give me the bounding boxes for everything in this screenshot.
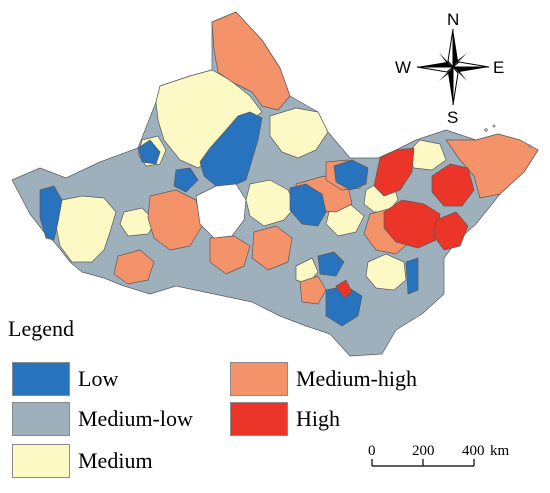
no-data-area <box>195 183 247 239</box>
scale-tick-200: 200 <box>412 443 435 459</box>
legend-swatch-medium <box>12 444 70 478</box>
medium-region-5 <box>245 179 297 227</box>
legend-label-medium-low: Medium-low <box>78 406 193 431</box>
low-region-4 <box>137 139 161 165</box>
scale-unit: km <box>490 443 510 459</box>
legend-item-high: High <box>230 402 340 436</box>
legend-swatch-high <box>230 402 288 436</box>
compass-east-label: E <box>493 58 504 77</box>
low-region-9 <box>405 257 419 295</box>
low-regions <box>39 111 419 327</box>
high-region-1 <box>373 147 415 197</box>
legend-label-medium: Medium <box>78 448 153 473</box>
legend-label-medium-high: Medium-high <box>296 366 417 391</box>
legend-label-low: Low <box>78 366 119 391</box>
high-regions <box>335 147 475 299</box>
scale-tick-400: 400 <box>462 443 485 459</box>
legend-swatch-medium-low <box>12 402 70 436</box>
compass-rose: N S E W <box>395 10 504 127</box>
legend-item-low: Low <box>12 362 118 396</box>
legend-item-medium-high: Medium-high <box>230 362 417 396</box>
legend-swatch-low <box>12 362 70 396</box>
medium-region-7 <box>405 139 447 171</box>
low-region-6 <box>333 159 369 191</box>
legend-swatch-medium-high <box>230 362 288 396</box>
high-region-4 <box>433 211 469 251</box>
legend-title: Legend <box>8 316 74 341</box>
high-region-5 <box>335 279 353 299</box>
legend-label-high: High <box>296 406 340 431</box>
medium-high-region-9 <box>445 133 539 199</box>
medium-high-region-3 <box>113 249 155 285</box>
scale-bar: 0 200 400 km <box>368 443 510 467</box>
low-region-1 <box>39 185 63 241</box>
low-region-7 <box>317 251 345 277</box>
high-region-2 <box>383 199 441 249</box>
medium-region-3 <box>55 195 117 263</box>
medium-high-region-5 <box>251 225 293 271</box>
compass-west-label: W <box>395 58 411 77</box>
compass-south-label: S <box>447 108 458 127</box>
low-region-2 <box>199 111 263 187</box>
medium-high-region-4 <box>209 235 251 275</box>
legend-item-medium-low: Medium-low <box>12 402 193 436</box>
medium-high-region-2 <box>147 189 203 251</box>
high-region-3 <box>431 163 475 207</box>
medium-high-region-1 <box>211 11 291 111</box>
scale-tick-0: 0 <box>368 443 376 459</box>
legend-item-medium: Medium <box>12 444 153 478</box>
low-region-3 <box>173 167 199 193</box>
medium-region-2 <box>269 107 329 159</box>
coastal-islands <box>484 124 532 148</box>
medium-region-8 <box>365 253 407 291</box>
medium-region-4 <box>119 207 157 237</box>
medium-high-region-10 <box>299 275 327 305</box>
compass-north-label: N <box>447 10 459 29</box>
low-region-5 <box>289 183 327 227</box>
